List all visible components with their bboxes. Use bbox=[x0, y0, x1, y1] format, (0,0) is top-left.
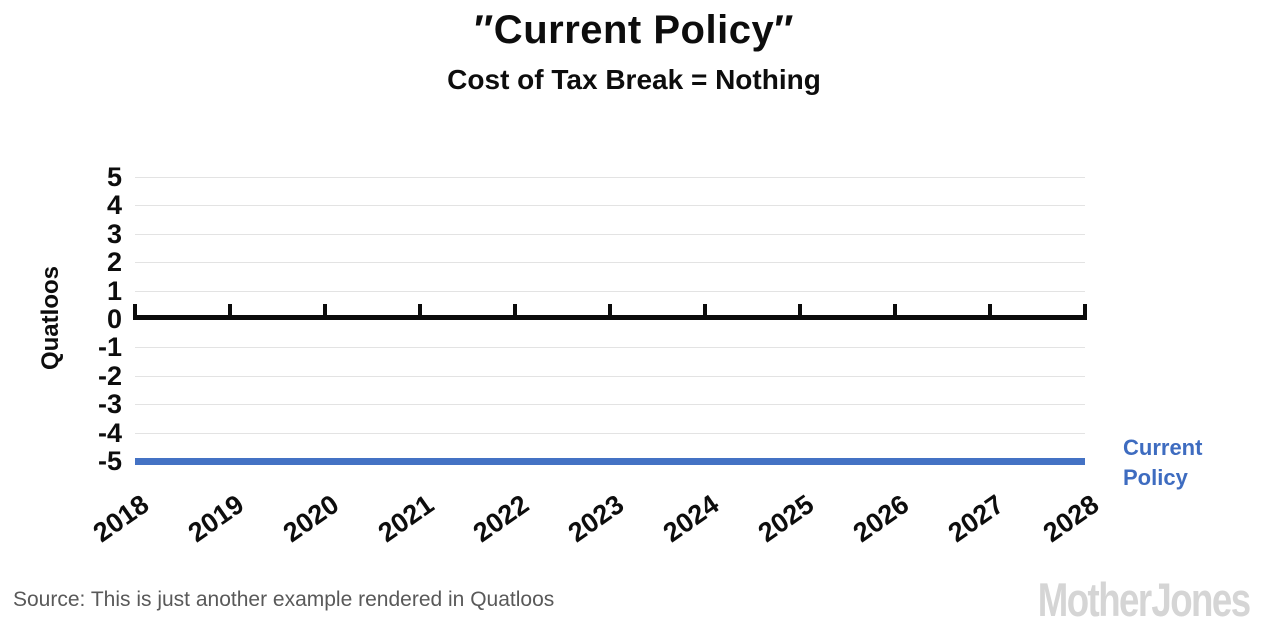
gridline-y2 bbox=[135, 262, 1085, 263]
axis-tick-2026 bbox=[893, 304, 897, 316]
gridline-y-2 bbox=[135, 376, 1085, 377]
axis-tick-2024 bbox=[703, 304, 707, 316]
axis-tick-2021 bbox=[418, 304, 422, 316]
y-tick-label: -4 bbox=[97, 418, 122, 448]
motherjones-logo: Mother Jones bbox=[1038, 573, 1251, 622]
axis-tick-2027 bbox=[988, 304, 992, 316]
y-tick-label: -1 bbox=[97, 332, 122, 362]
axis-tick-2023 bbox=[608, 304, 612, 316]
gridline-y3 bbox=[135, 234, 1085, 235]
x-tick-label-2021: 2021 bbox=[372, 489, 440, 549]
axis-tick-2018 bbox=[133, 304, 137, 316]
x-tick-label-2026: 2026 bbox=[847, 489, 915, 549]
y-axis-title: Quatloos bbox=[37, 266, 64, 371]
x-tick-label-2018: 2018 bbox=[87, 489, 155, 549]
chart-title: ″Current Policy″ bbox=[474, 8, 794, 52]
y-tick-label: 3 bbox=[106, 219, 122, 249]
source-note: Source: This is just another example ren… bbox=[13, 588, 555, 611]
y-tick-label: -5 bbox=[97, 446, 122, 476]
axis-tick-2019 bbox=[228, 304, 232, 316]
series-line-current-policy bbox=[135, 458, 1085, 465]
axis-tick-2022 bbox=[513, 304, 517, 316]
y-tick-label: 1 bbox=[106, 276, 122, 306]
y-tick-label: -2 bbox=[97, 361, 122, 391]
x-tick-label-2027: 2027 bbox=[942, 489, 1010, 549]
x-tick-label-2024: 2024 bbox=[657, 489, 725, 549]
x-tick-label-2025: 2025 bbox=[752, 489, 820, 549]
x-tick-label-2019: 2019 bbox=[182, 489, 250, 549]
y-tick-label: -3 bbox=[97, 389, 122, 419]
axis-tick-2028 bbox=[1083, 304, 1087, 316]
y-tick-label: 4 bbox=[106, 190, 122, 220]
gridline-y1 bbox=[135, 291, 1085, 292]
axis-tick-2025 bbox=[798, 304, 802, 316]
gridline-y-1 bbox=[135, 347, 1085, 348]
x-tick-label-2028: 2028 bbox=[1037, 489, 1105, 549]
x-tick-label-2023: 2023 bbox=[562, 489, 630, 549]
gridline-y5 bbox=[135, 177, 1085, 178]
gridline-y-3 bbox=[135, 404, 1085, 405]
y-tick-label: 2 bbox=[106, 247, 122, 277]
gridline-y4 bbox=[135, 205, 1085, 206]
x-axis-zero-line bbox=[133, 315, 1087, 320]
gridline-y-4 bbox=[135, 433, 1085, 434]
x-tick-label-2022: 2022 bbox=[467, 489, 535, 549]
y-tick-label: 0 bbox=[106, 304, 122, 334]
x-tick-label-2020: 2020 bbox=[277, 489, 345, 549]
axis-tick-2020 bbox=[323, 304, 327, 316]
chart-subtitle: Cost of Tax Break = Nothing bbox=[447, 64, 821, 95]
y-tick-label: 5 bbox=[106, 162, 122, 192]
series-legend-label: Current Policy bbox=[1123, 435, 1203, 490]
